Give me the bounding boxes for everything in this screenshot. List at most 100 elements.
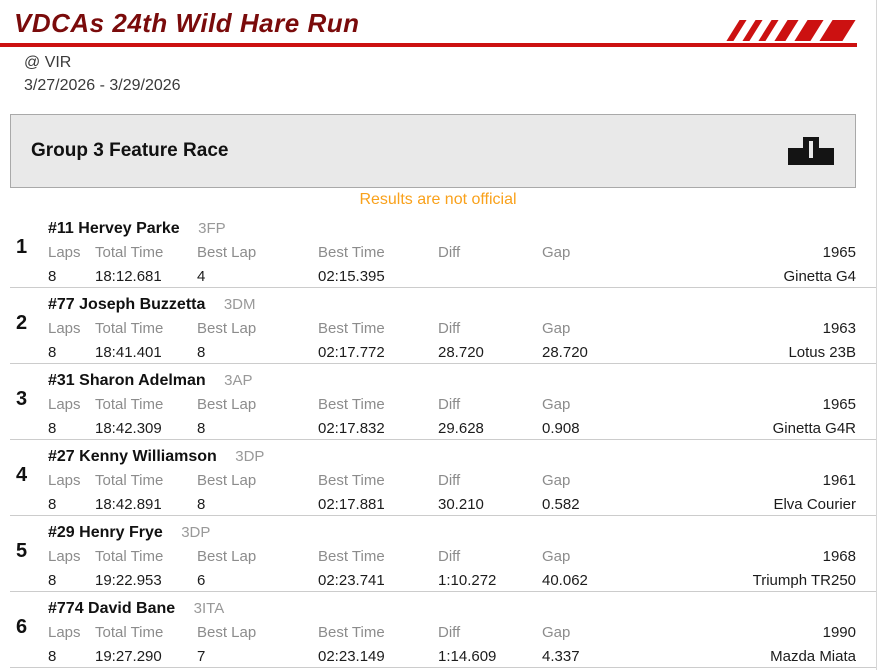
stripe bbox=[794, 20, 824, 41]
laps-label: Laps bbox=[48, 472, 81, 489]
result-row: 4 #27 Kenny Williamson 3DP Laps 8 Total T… bbox=[10, 440, 876, 516]
car-model: Triumph TR250 bbox=[752, 572, 856, 589]
total-time-value: 19:22.953 bbox=[95, 572, 162, 589]
total-time-value: 19:27.290 bbox=[95, 648, 162, 665]
podium-icon bbox=[787, 137, 835, 165]
laps-label: Laps bbox=[48, 548, 81, 565]
driver-name: #77 Joseph Buzzetta bbox=[48, 296, 206, 313]
race-class: 3DP bbox=[181, 524, 211, 541]
diff-label: Diff bbox=[438, 624, 461, 641]
result-row: 2 #77 Joseph Buzzetta 3DM Laps 8 Total Ti… bbox=[10, 288, 876, 364]
race-class: 3AP bbox=[224, 372, 253, 389]
gap-value: 0.582 bbox=[542, 496, 580, 513]
unofficial-results-notice: Results are not official bbox=[359, 191, 517, 208]
result-row: 3 #31 Sharon Adelman 3AP Laps 8 Total Tim… bbox=[10, 364, 876, 440]
podium-step-right bbox=[819, 148, 834, 165]
gap-label: Gap bbox=[542, 472, 571, 489]
best-time-value: 02:15.395 bbox=[318, 268, 385, 285]
race-class: 3DP bbox=[235, 448, 265, 465]
diff-value: 29.628 bbox=[438, 420, 484, 437]
best-time-label: Best Time bbox=[318, 244, 385, 261]
diff-value: 1:10.272 bbox=[438, 572, 497, 589]
diff-label: Diff bbox=[438, 472, 461, 489]
laps-value: 8 bbox=[48, 344, 57, 361]
result-row: 1 #11 Hervey Parke 3FP Laps 8 Total Time 1… bbox=[10, 212, 876, 288]
gap-label: Gap bbox=[542, 320, 571, 337]
gap-label: Gap bbox=[542, 244, 571, 261]
race-class: 3ITA bbox=[193, 600, 225, 617]
speed-stripes-icon bbox=[726, 20, 856, 41]
results-list: 1 #11 Hervey Parke 3FP Laps 8 Total Time 1… bbox=[10, 212, 876, 668]
race-class: 3FP bbox=[198, 220, 226, 237]
best-lap-label: Best Lap bbox=[197, 244, 257, 261]
total-time-label: Total Time bbox=[95, 548, 164, 565]
car-year: 1963 bbox=[822, 320, 856, 337]
position-number: 4 bbox=[16, 464, 28, 486]
gap-value: 40.062 bbox=[542, 572, 588, 589]
car-year: 1965 bbox=[822, 244, 856, 261]
header-divider bbox=[0, 43, 857, 47]
total-time-label: Total Time bbox=[95, 624, 164, 641]
total-time-value: 18:42.891 bbox=[95, 496, 162, 513]
position-number: 1 bbox=[16, 236, 28, 258]
car-model: Mazda Miata bbox=[770, 648, 856, 665]
best-time-label: Best Time bbox=[318, 472, 385, 489]
car-year: 1990 bbox=[822, 624, 856, 641]
best-time-value: 02:17.881 bbox=[318, 496, 385, 513]
best-lap-label: Best Lap bbox=[197, 624, 257, 641]
gap-label: Gap bbox=[542, 624, 571, 641]
best-lap-label: Best Lap bbox=[197, 472, 257, 489]
car-year: 1968 bbox=[822, 548, 856, 565]
best-time-value: 02:23.149 bbox=[318, 648, 385, 665]
diff-label: Diff bbox=[438, 548, 461, 565]
diff-value: 28.720 bbox=[438, 344, 484, 361]
total-time-value: 18:41.401 bbox=[95, 344, 162, 361]
car-model: Ginetta G4R bbox=[772, 420, 856, 437]
best-lap-label: Best Lap bbox=[197, 320, 257, 337]
session-title: Group 3 Feature Race bbox=[31, 140, 229, 161]
laps-value: 8 bbox=[48, 268, 57, 285]
car-model: Lotus 23B bbox=[788, 344, 856, 361]
total-time-label: Total Time bbox=[95, 320, 164, 337]
total-time-value: 18:42.309 bbox=[95, 420, 162, 437]
car-model: Elva Courier bbox=[773, 496, 856, 513]
best-lap-value: 8 bbox=[197, 344, 206, 361]
podium-step-left bbox=[788, 148, 803, 165]
diff-label: Diff bbox=[438, 396, 461, 413]
gap-value: 0.908 bbox=[542, 420, 580, 437]
best-lap-value: 7 bbox=[197, 648, 206, 665]
position-number: 2 bbox=[16, 312, 28, 334]
gap-label: Gap bbox=[542, 396, 571, 413]
total-time-label: Total Time bbox=[95, 396, 164, 413]
content-right-border bbox=[876, 0, 877, 670]
laps-label: Laps bbox=[48, 320, 81, 337]
result-row: 5 #29 Henry Frye 3DP Laps 8 Total Time 19:… bbox=[10, 516, 876, 592]
event-dates: 3/27/2026 - 3/29/2026 bbox=[24, 77, 181, 94]
car-year: 1965 bbox=[822, 396, 856, 413]
position-number: 3 bbox=[16, 388, 28, 410]
total-time-label: Total Time bbox=[95, 472, 164, 489]
result-row: 6 #774 David Bane 3ITA Laps 8 Total Time 1… bbox=[10, 592, 876, 668]
driver-name: #29 Henry Frye bbox=[48, 524, 163, 541]
page-title: VDCAs 24th Wild Hare Run bbox=[14, 8, 360, 38]
best-lap-value: 8 bbox=[197, 496, 206, 513]
best-time-label: Best Time bbox=[318, 396, 385, 413]
diff-label: Diff bbox=[438, 320, 461, 337]
driver-name: #774 David Bane bbox=[48, 600, 176, 617]
gap-label: Gap bbox=[542, 548, 571, 565]
best-lap-value: 4 bbox=[197, 268, 206, 285]
laps-label: Laps bbox=[48, 396, 81, 413]
best-lap-label: Best Lap bbox=[197, 396, 257, 413]
podium-step-center bbox=[803, 137, 819, 165]
diff-value: 30.210 bbox=[438, 496, 484, 513]
podium-number-one bbox=[809, 141, 813, 158]
laps-label: Laps bbox=[48, 244, 81, 261]
session-header[interactable]: Group 3 Feature Race bbox=[10, 114, 856, 188]
laps-value: 8 bbox=[48, 572, 57, 589]
diff-label: Diff bbox=[438, 244, 461, 261]
laps-value: 8 bbox=[48, 420, 57, 437]
driver-name: #11 Hervey Parke bbox=[48, 220, 180, 237]
laps-value: 8 bbox=[48, 648, 57, 665]
best-time-label: Best Time bbox=[318, 548, 385, 565]
position-number: 5 bbox=[16, 540, 28, 562]
